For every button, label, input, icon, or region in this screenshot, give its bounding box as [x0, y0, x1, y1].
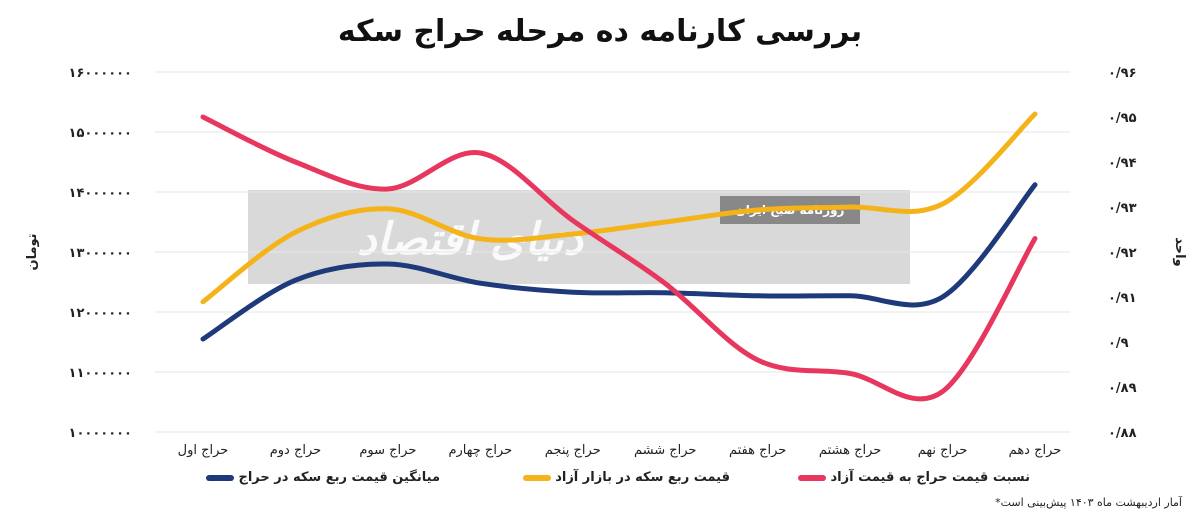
- y-right-tick-label: ۰/۹۶: [1108, 66, 1137, 81]
- x-tick-label: حراج چهارم: [448, 443, 512, 458]
- y-left-tick-label: ۱۲۰۰۰۰۰۰: [69, 306, 132, 321]
- x-tick-label: حراج دوم: [270, 443, 321, 458]
- legend-item-ratio: نسبت قیمت حراج به قیمت آزاد: [798, 470, 1030, 485]
- legend-label: نسبت قیمت حراج به قیمت آزاد: [830, 470, 1030, 485]
- y-right-tick-label: ۰/۸۸: [1108, 426, 1137, 441]
- y-right-tick-label: ۰/۸۹: [1108, 381, 1137, 396]
- x-tick-label: حراج سوم: [359, 443, 416, 458]
- series-line-2: [200, 114, 1038, 402]
- x-tick-label: حراج دهم: [1009, 443, 1062, 458]
- y-left-tick-label: ۱۶۰۰۰۰۰۰: [69, 66, 132, 81]
- legend-swatch: [206, 474, 235, 481]
- y-right-tick-label: ۰/۹: [1108, 336, 1129, 351]
- legend-label: قیمت ربع سکه در بازار آزاد: [555, 470, 730, 485]
- y-right-tick-label: ۰/۹۴: [1108, 156, 1137, 171]
- x-tick-label: حراج ششم: [634, 443, 697, 458]
- y-right-axis-label: واحد: [1172, 237, 1187, 266]
- series-line-0: [200, 182, 1038, 342]
- legend-item-auction: میانگین قیمت ربع سکه در حراج: [206, 470, 440, 485]
- series-line-1: [200, 111, 1038, 305]
- y-left-tick-label: ۱۳۰۰۰۰۰۰: [69, 246, 132, 261]
- legend-item-market: قیمت ربع سکه در بازار آزاد: [523, 470, 730, 485]
- x-tick-label: حراج اول: [178, 443, 229, 458]
- footnote: آمار اردیبهشت ماه ۱۴۰۳ پیش‌بینی است*: [995, 496, 1182, 509]
- y-left-tick-label: ۱۰۰۰۰۰۰۰: [69, 426, 132, 441]
- chart-title: بررسی کارنامه ده مرحله حراج سکه: [337, 14, 863, 49]
- x-tick-label: حراج هفتم: [729, 443, 786, 458]
- y-left-tick-label: ۱۱۰۰۰۰۰۰: [69, 366, 132, 381]
- y-right-tick-label: ۰/۹۲: [1108, 246, 1137, 261]
- y-left-axis-label: تومان: [25, 233, 40, 270]
- y-left-tick-label: ۱۵۰۰۰۰۰۰: [69, 126, 132, 141]
- legend-swatch: [523, 474, 552, 481]
- y-right-tick-label: ۰/۹۳: [1108, 201, 1137, 216]
- x-tick-label: حراج هشتم: [819, 443, 881, 458]
- legend-label: میانگین قیمت ربع سکه در حراج: [238, 470, 440, 485]
- y-right-tick-label: ۰/۹۱: [1108, 291, 1137, 306]
- legend-swatch: [798, 474, 827, 481]
- y-right-tick-label: ۰/۹۵: [1108, 111, 1137, 126]
- x-tick-label: حراج نهم: [918, 443, 968, 458]
- x-tick-label: حراج پنجم: [545, 443, 601, 458]
- y-left-tick-label: ۱۴۰۰۰۰۰۰: [69, 186, 132, 201]
